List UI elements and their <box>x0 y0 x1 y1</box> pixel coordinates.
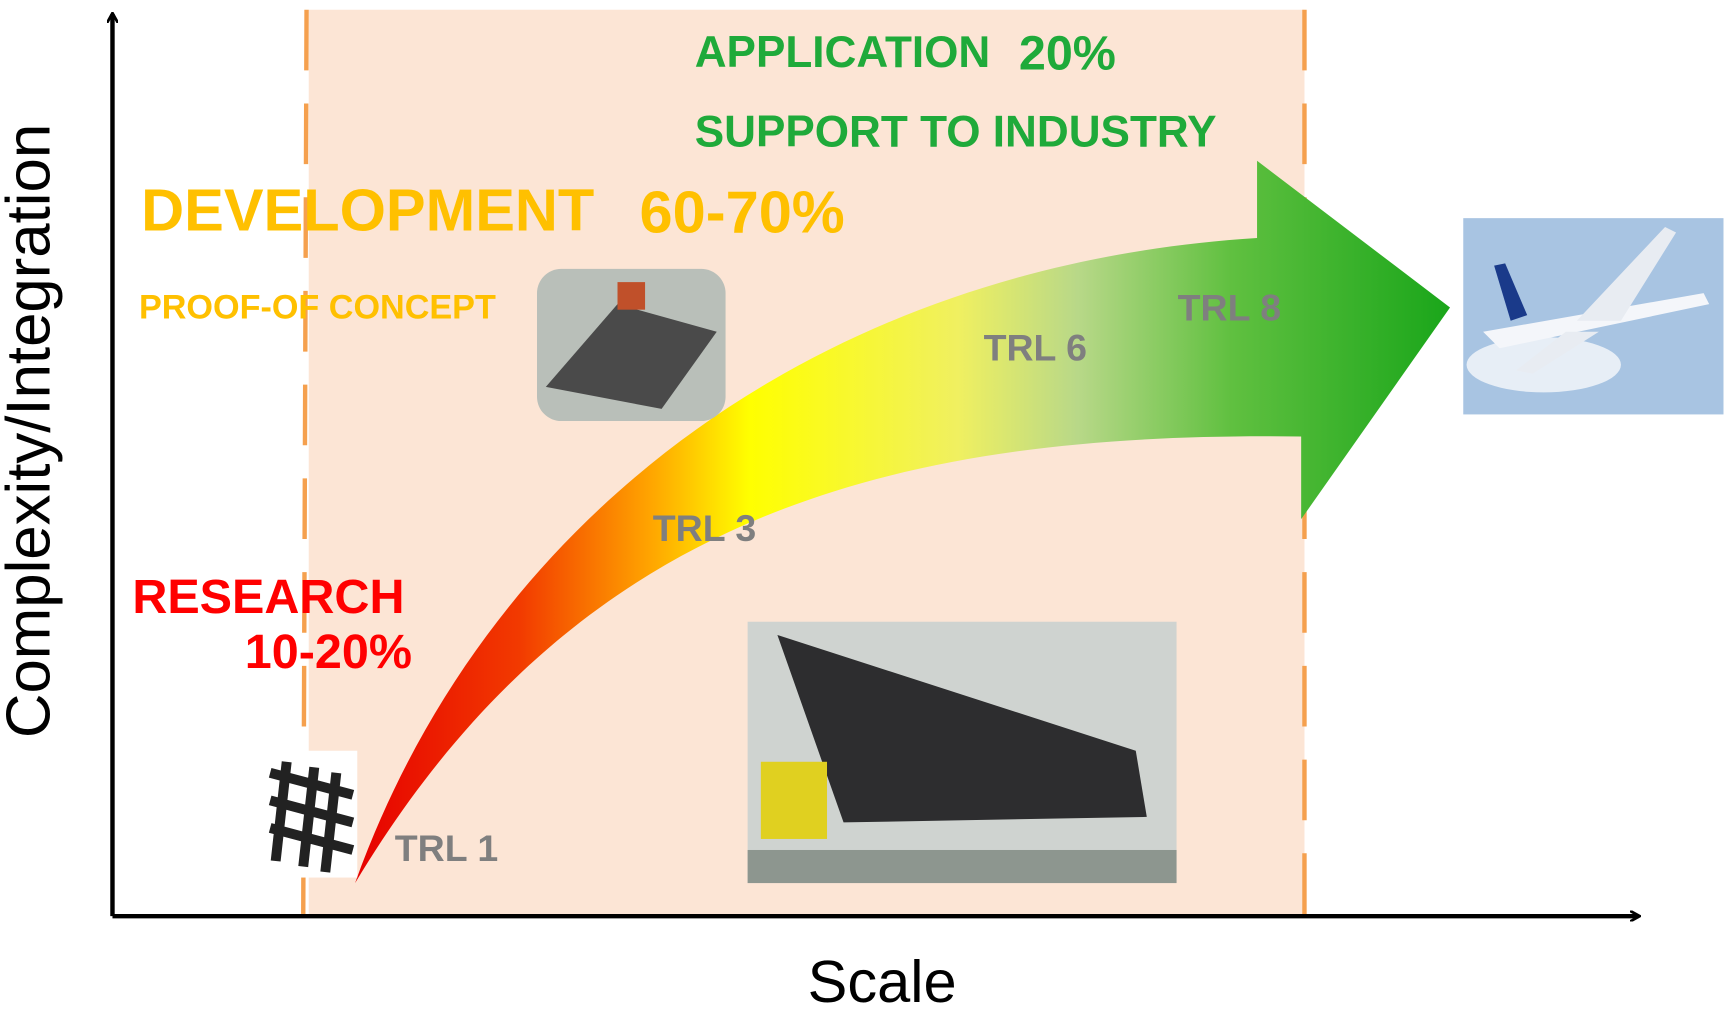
trl-label: TRL 6 <box>984 326 1087 368</box>
development-subtitle: PROOF-OF CONCEPT <box>139 288 496 326</box>
photo-panel <box>537 269 726 421</box>
research-share: 10-20% <box>245 625 412 679</box>
y-axis-label: Complexity/Integration <box>0 124 64 738</box>
development-share: 60-70% <box>640 178 845 245</box>
x-axis-label: Scale <box>808 948 957 1013</box>
trl-label: TRL 1 <box>395 827 498 869</box>
research-title: RESEARCH <box>132 570 404 624</box>
photo-fabric <box>267 751 357 878</box>
development-title: DEVELOPMENT <box>141 176 594 243</box>
photo-aircraft <box>1463 218 1723 414</box>
trl-label: TRL 3 <box>653 507 756 549</box>
diagram: Complexity/Integration Scale RESEARCH 10… <box>0 0 1729 1013</box>
photo-wing <box>748 622 1177 883</box>
application-share: 20% <box>1019 26 1116 80</box>
application-subtitle: SUPPORT TO INDUSTRY <box>695 107 1217 156</box>
application-title: APPLICATION <box>695 28 991 77</box>
page: {"axes": {"y_label": "Complexity/Integra… <box>0 0 1729 1013</box>
trl-label: TRL 8 <box>1178 287 1281 329</box>
